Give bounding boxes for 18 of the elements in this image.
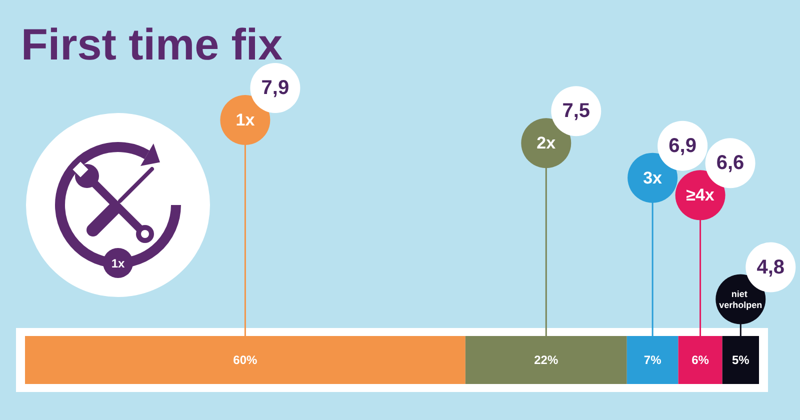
- data-label: 6,9: [668, 134, 696, 157]
- data-label: 7,5: [562, 100, 590, 122]
- category-label: 2x: [536, 134, 556, 153]
- data-label: 7,9: [261, 77, 290, 99]
- wrench-screwdriver-icon: 1x: [26, 113, 210, 297]
- data-label: 60%: [233, 353, 258, 367]
- category-label: 3x: [643, 168, 663, 188]
- data-label: 6,6: [716, 152, 744, 174]
- data-label: 22%: [534, 353, 558, 367]
- text: 1x: [236, 110, 256, 130]
- text: First time fix: [21, 20, 284, 70]
- category-label: niet verholpen: [719, 288, 762, 310]
- data-label: 4,8: [756, 256, 785, 278]
- category-label: 1x: [111, 256, 125, 270]
- data-label: 6%: [692, 353, 710, 367]
- data-label: 5%: [732, 353, 750, 367]
- category-label: ≥4x: [686, 186, 715, 205]
- data-label: 7%: [644, 353, 662, 367]
